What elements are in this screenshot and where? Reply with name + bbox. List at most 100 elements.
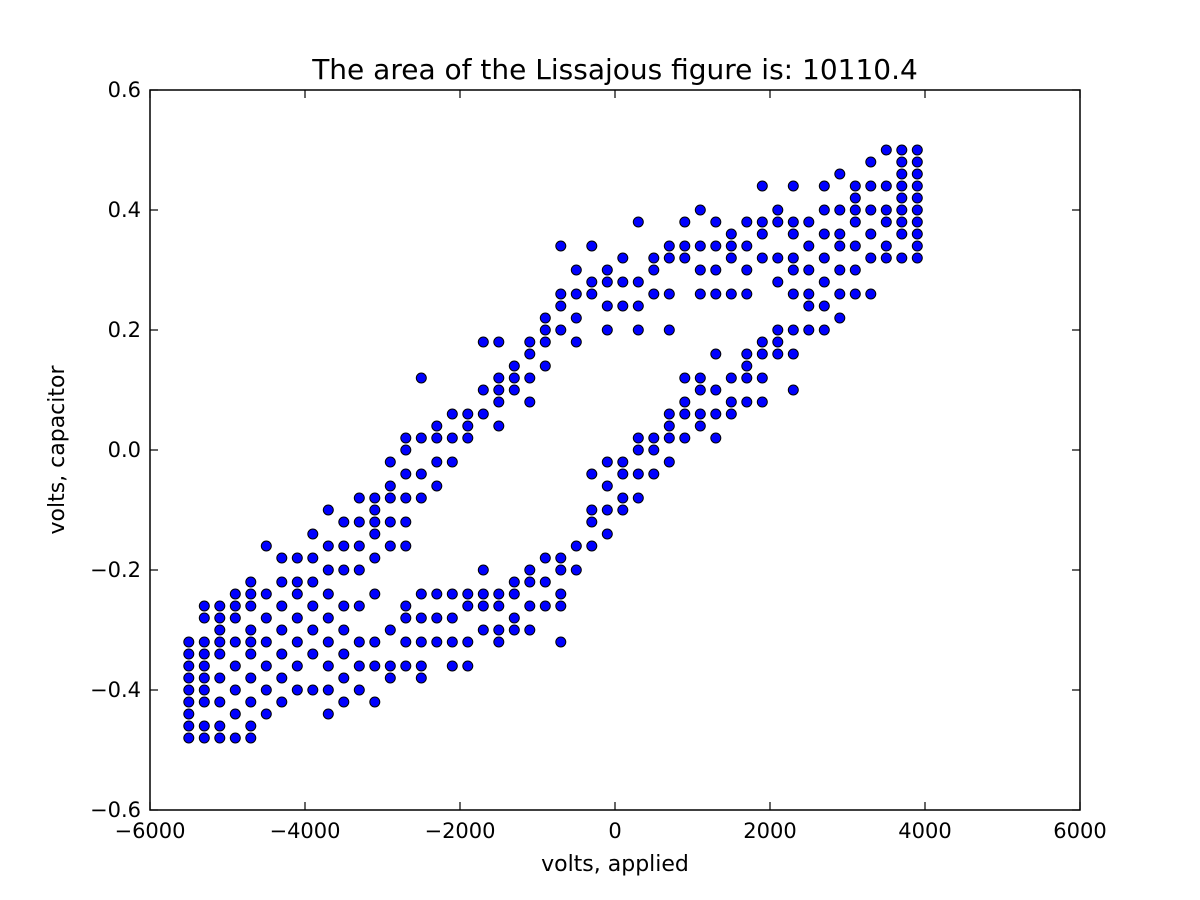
scatter-point: [710, 216, 722, 228]
scatter-point: [322, 708, 334, 720]
scatter-point: [756, 372, 768, 384]
scatter-point: [214, 696, 226, 708]
scatter-point: [431, 456, 443, 468]
scatter-point: [307, 648, 319, 660]
scatter-point: [369, 636, 381, 648]
y-tick-label: −0.6: [90, 798, 141, 822]
scatter-point: [415, 672, 427, 684]
scatter-point: [772, 216, 784, 228]
scatter-point: [849, 288, 861, 300]
scatter-point: [896, 156, 908, 168]
scatter-point: [570, 336, 582, 348]
scatter-point: [353, 684, 365, 696]
scatter-point: [214, 612, 226, 624]
scatter-point: [818, 204, 830, 216]
scatter-point: [896, 168, 908, 180]
scatter-point: [353, 564, 365, 576]
scatter-point: [648, 252, 660, 264]
scatter-point: [601, 480, 613, 492]
scatter-point: [291, 576, 303, 588]
scatter-point: [741, 372, 753, 384]
scatter-point: [384, 492, 396, 504]
scatter-point: [431, 432, 443, 444]
scatter-point: [198, 684, 210, 696]
scatter-point: [911, 204, 923, 216]
scatter-point: [400, 444, 412, 456]
scatter-point: [710, 384, 722, 396]
scatter-point: [493, 336, 505, 348]
scatter-point: [524, 600, 536, 612]
scatter-point: [617, 492, 629, 504]
scatter-point: [570, 288, 582, 300]
y-tick-label: −0.2: [90, 558, 141, 582]
scatter-point: [338, 624, 350, 636]
scatter-point: [214, 648, 226, 660]
x-tick-label: 0: [608, 819, 621, 843]
scatter-point: [353, 540, 365, 552]
scatter-point: [183, 660, 195, 672]
scatter-point: [198, 636, 210, 648]
scatter-point: [462, 432, 474, 444]
scatter-point: [865, 252, 877, 264]
scatter-point: [849, 240, 861, 252]
scatter-point: [756, 228, 768, 240]
scatter-point: [818, 252, 830, 264]
scatter-point: [245, 588, 257, 600]
scatter-point: [679, 216, 691, 228]
scatter-point: [245, 732, 257, 744]
scatter-point: [648, 432, 660, 444]
scatter-point: [741, 240, 753, 252]
scatter-point: [772, 348, 784, 360]
scatter-point: [555, 552, 567, 564]
scatter-point: [214, 720, 226, 732]
scatter-point: [632, 324, 644, 336]
scatter-point: [276, 648, 288, 660]
scatter-point: [322, 564, 334, 576]
scatter-point: [462, 420, 474, 432]
scatter-point: [229, 708, 241, 720]
scatter-point: [679, 372, 691, 384]
scatter-point: [400, 492, 412, 504]
scatter-point: [679, 408, 691, 420]
scatter-point: [183, 636, 195, 648]
scatter-point: [772, 204, 784, 216]
scatter-point: [229, 684, 241, 696]
scatter-point: [663, 252, 675, 264]
scatter-point: [880, 216, 892, 228]
scatter-point: [183, 648, 195, 660]
scatter-point: [524, 624, 536, 636]
scatter-point: [338, 540, 350, 552]
scatter-point: [880, 252, 892, 264]
x-tick-label: 6000: [1053, 819, 1106, 843]
scatter-point: [353, 636, 365, 648]
scatter-point: [586, 288, 598, 300]
scatter-point: [725, 408, 737, 420]
scatter-point: [586, 276, 598, 288]
scatter-point: [276, 552, 288, 564]
chart-title: The area of the Lissajous figure is: 101…: [311, 53, 918, 86]
scatter-point: [400, 636, 412, 648]
scatter-point: [725, 288, 737, 300]
scatter-point: [679, 240, 691, 252]
scatter-point: [865, 204, 877, 216]
scatter-point: [415, 612, 427, 624]
scatter-point: [617, 300, 629, 312]
scatter-point: [307, 600, 319, 612]
scatter-point: [276, 576, 288, 588]
scatter-point: [911, 144, 923, 156]
scatter-point: [477, 600, 489, 612]
scatter-point: [322, 504, 334, 516]
scatter-point: [880, 144, 892, 156]
scatter-point: [849, 264, 861, 276]
scatter-point: [787, 180, 799, 192]
scatter-point: [493, 384, 505, 396]
scatter-point: [555, 636, 567, 648]
scatter-point: [880, 180, 892, 192]
scatter-point: [710, 348, 722, 360]
scatter-point: [834, 264, 846, 276]
scatter-point: [803, 300, 815, 312]
scatter-point: [229, 588, 241, 600]
scatter-point: [369, 516, 381, 528]
scatter-point: [338, 564, 350, 576]
